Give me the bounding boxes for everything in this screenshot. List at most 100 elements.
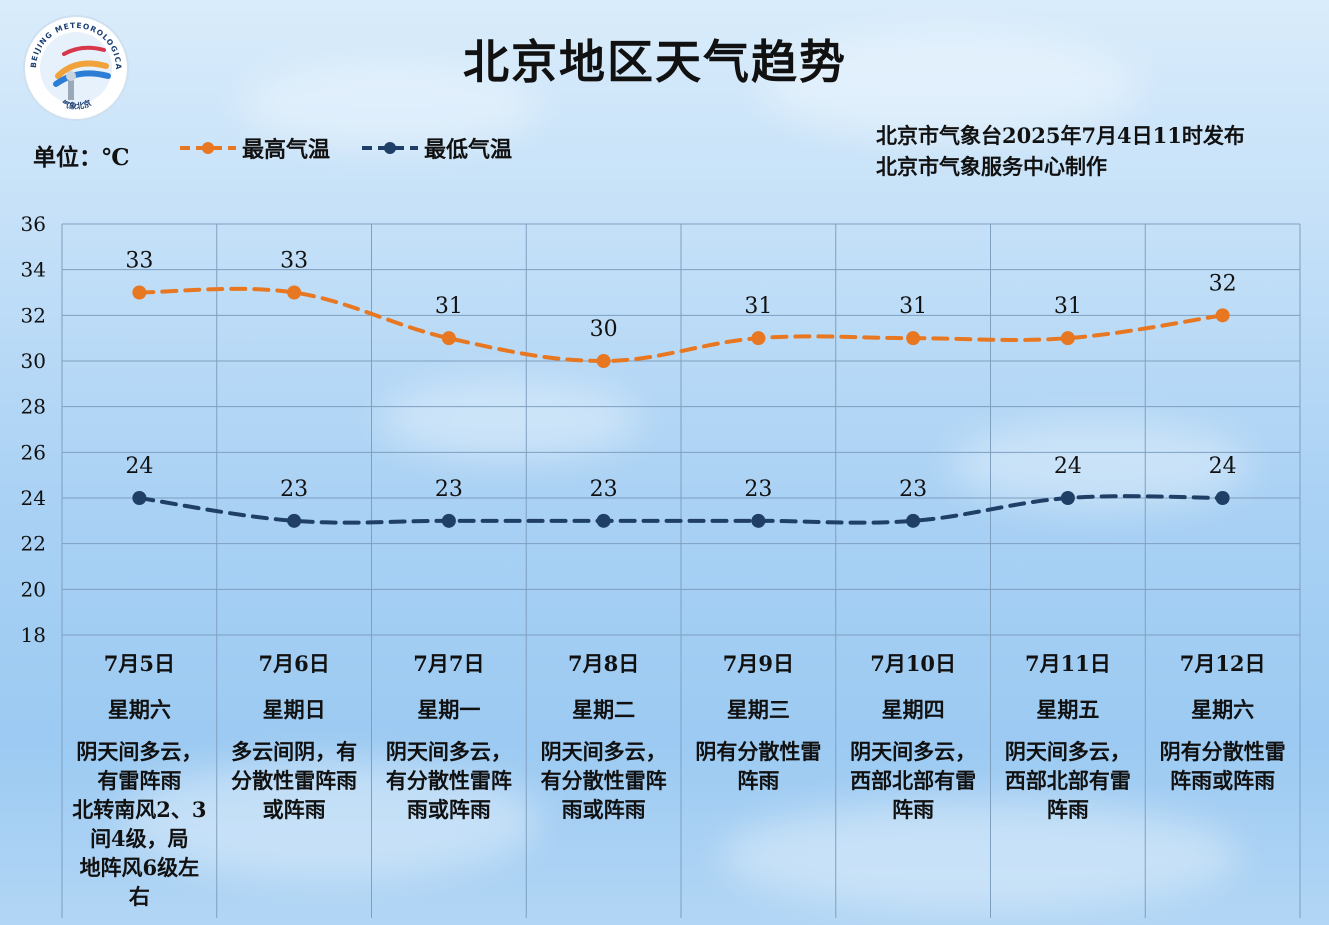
weather-description: 阴天间多云， 有分散性雷阵 雨或阵雨	[372, 737, 527, 824]
forecast-day-cell: 7月10日 星期四 阴天间多云， 西部北部有雷 阵雨	[836, 648, 991, 824]
point-high	[441, 331, 456, 346]
weekday-label: 星期六	[107, 697, 171, 722]
weather-description-line: 阴天间多云，	[76, 739, 203, 764]
data-label-high: 31	[899, 294, 927, 319]
weather-description-line: 右	[128, 884, 150, 909]
weekday-label: 星期日	[262, 697, 326, 722]
forecast-day-cell: 7月8日 星期二 阴天间多云， 有分散性雷阵 雨或阵雨	[526, 648, 681, 824]
legend-item-low: 最低气温	[360, 134, 513, 163]
y-tick-label: 34	[21, 258, 46, 282]
svg-text:气象北京: 气象北京	[59, 98, 92, 112]
point-low	[441, 513, 456, 528]
weather-description-line: 有雷阵雨	[97, 768, 182, 793]
date-label: 7月10日	[870, 651, 957, 676]
background-cloud	[120, 760, 540, 880]
point-low	[1215, 491, 1230, 505]
weather-description-line: 阴有分散性雷	[695, 739, 822, 764]
forecast-day-cell: 7月6日星期日多云间阴，有 分散性雷阵雨 或阵雨	[217, 648, 372, 824]
weather-description-line: 雨或阵雨	[406, 797, 491, 822]
y-tick-label: 18	[21, 623, 46, 647]
weather-description-line: 阴天间多云，	[540, 739, 667, 764]
point-high	[287, 285, 302, 300]
data-label-high: 31	[1054, 294, 1082, 319]
weather-description: 阴有分散性雷 阵雨	[681, 737, 836, 795]
point-high	[132, 285, 147, 300]
issuer-info: 北京市气象台2025年7月4日11时发布 北京市气象服务中心制作	[876, 120, 1245, 182]
weather-description-line: 多云间阴，有	[231, 739, 358, 764]
y-tick-label: 26	[21, 440, 46, 464]
legend-item-high: 最高气温	[178, 134, 330, 163]
weather-description-line: 阵雨或阵雨	[1170, 768, 1276, 793]
data-label-low: 23	[744, 477, 772, 502]
issuer-line-1: 北京市气象台2025年7月4日11时发布	[876, 123, 1245, 148]
weekday-label: 星期五	[1036, 697, 1100, 722]
weather-description-line: 阵雨	[892, 797, 935, 822]
point-high	[906, 331, 921, 346]
data-label-high: 33	[280, 249, 308, 274]
date-label: 7月7日	[413, 651, 485, 676]
unit-label: 单位：℃	[33, 144, 130, 171]
y-tick-label: 32	[21, 303, 46, 327]
weather-description: 多云间阴，有 分散性雷阵雨 或阵雨	[217, 737, 372, 824]
weather-description-line: 阴有分散性雷	[1159, 739, 1286, 764]
background-cloud	[720, 800, 1240, 910]
point-low	[287, 513, 302, 528]
weather-description: 阴天间多云， 有分散性雷阵 雨或阵雨	[526, 737, 681, 824]
y-tick-label: 20	[21, 577, 46, 601]
weather-description-line: 阴天间多云，	[385, 739, 512, 764]
weekday-label: 星期六	[1191, 697, 1255, 722]
background-cloud	[380, 380, 640, 460]
weekday-label: 星期一	[417, 697, 481, 722]
legend-low-label: 最低气温	[424, 137, 513, 163]
point-high	[1060, 331, 1075, 346]
point-low	[132, 491, 147, 505]
weather-description-line: 西部北部有雷	[1004, 768, 1131, 793]
background-cloud	[950, 420, 1250, 510]
weather-description-line: 阴天间多云，	[850, 739, 977, 764]
data-label-low: 23	[435, 477, 463, 502]
forecast-day-cell: 7月9日星期三阴有分散性雷 阵雨	[681, 648, 836, 795]
data-label-low: 23	[590, 477, 618, 502]
weather-description-line: 地阵风6级左	[79, 855, 200, 880]
data-label-low: 24	[1054, 454, 1082, 479]
data-label-low: 24	[125, 454, 153, 479]
weather-description-line: 北转南风2、3	[72, 797, 207, 822]
data-label-high: 32	[1209, 271, 1237, 296]
page-title: 北京地区天气趋势	[463, 35, 847, 89]
legend-high-swatch-icon	[180, 142, 236, 154]
y-tick-label: 22	[21, 532, 46, 556]
y-tick-label: 36	[21, 212, 46, 236]
point-low	[906, 513, 921, 528]
weather-description: 阴有分散性雷 阵雨或阵雨	[1145, 737, 1300, 795]
point-high	[596, 354, 611, 368]
date-label: 7月12日	[1179, 651, 1266, 676]
weather-description-line: 阴天间多云，	[1004, 739, 1131, 764]
point-high	[1215, 308, 1230, 323]
point-low	[1060, 491, 1075, 505]
weather-description-line: 间4级，局	[90, 826, 189, 851]
point-high	[751, 331, 766, 346]
date-label: 7月8日	[568, 651, 640, 676]
point-low	[751, 513, 766, 528]
weather-description-line: 雨或阵雨	[561, 797, 646, 822]
weather-description-line: 西部北部有雷	[850, 768, 977, 793]
logo-text-cn: 气象北京	[59, 98, 92, 112]
weekday-label: 星期三	[726, 697, 790, 722]
series-line-low	[137, 494, 1225, 525]
data-label-high: 31	[435, 294, 463, 319]
weather-description: 阴天间多云， 有雷阵雨北转南风2、3 间4级，局地阵风6级左右	[62, 737, 217, 911]
forecast-day-cell: 7月5日 星期六 阴天间多云， 有雷阵雨 北转南风2、3 间4级，局 地阵风6级左右	[62, 648, 217, 911]
weather-description-line: 阵雨	[1046, 797, 1089, 822]
date-label: 7月6日	[258, 651, 330, 676]
data-label-high: 31	[744, 294, 772, 319]
forecast-day-cell: 7月11日 星期五 阴天间多云， 西部北部有雷 阵雨	[991, 648, 1146, 824]
y-tick-label: 24	[21, 486, 46, 510]
weather-description: 阴天间多云， 西部北部有雷 阵雨	[836, 737, 991, 824]
weather-description-line: 有分散性雷阵	[540, 768, 667, 793]
y-tick-label: 30	[21, 349, 46, 373]
issuer-line-2: 北京市气象服务中心制作	[876, 154, 1107, 179]
background-cloud	[760, 30, 1140, 140]
date-label: 7月9日	[722, 651, 794, 676]
weather-description: 阴天间多云， 西部北部有雷 阵雨	[991, 737, 1146, 824]
